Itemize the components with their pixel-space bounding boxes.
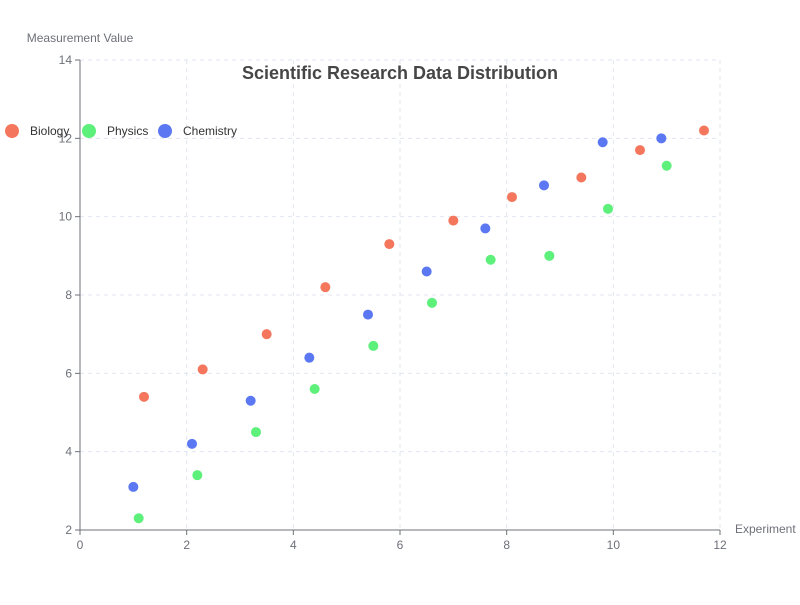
y-tick-label: 6 — [65, 366, 72, 380]
x-axis-label: Experiment — [735, 522, 796, 536]
data-point[interactable] — [448, 215, 459, 226]
legend-marker — [82, 124, 96, 138]
data-point[interactable] — [363, 309, 373, 320]
data-point[interactable] — [421, 266, 432, 277]
data-point[interactable] — [427, 297, 437, 308]
data-point[interactable] — [304, 352, 315, 363]
x-tick-label: 10 — [607, 538, 621, 552]
y-axis-label: Measurement Value — [27, 31, 134, 45]
legend-label: Physics — [107, 124, 148, 138]
data-point[interactable] — [197, 364, 208, 375]
data-point[interactable] — [507, 192, 517, 203]
data-point[interactable] — [699, 125, 709, 136]
data-point[interactable] — [251, 427, 261, 438]
y-tick-label: 12 — [59, 131, 73, 145]
y-tick-label: 10 — [59, 210, 73, 224]
data-points — [128, 125, 709, 524]
x-tick-label: 0 — [77, 538, 84, 552]
legend-item-biology[interactable]: Biology — [5, 124, 69, 138]
y-tick-label: 4 — [65, 445, 72, 459]
chart-title: Scientific Research Data Distribution — [242, 63, 558, 83]
grid — [80, 59, 721, 530]
data-point[interactable] — [480, 223, 491, 234]
data-point[interactable] — [139, 391, 149, 402]
data-point[interactable] — [485, 254, 496, 265]
legend-label: Chemistry — [183, 124, 237, 138]
data-point[interactable] — [133, 513, 144, 524]
legend-marker — [5, 124, 19, 138]
series-biology — [139, 125, 709, 402]
data-point[interactable] — [187, 438, 197, 449]
y-tick-label: 2 — [65, 523, 72, 537]
legend-marker — [158, 124, 172, 138]
legend-label: Biology — [30, 124, 69, 138]
legend: Biology Physics Chemistry — [5, 124, 237, 138]
data-point[interactable] — [603, 203, 613, 214]
legend-item-chemistry[interactable]: Chemistry — [158, 124, 237, 138]
data-point[interactable] — [320, 282, 331, 293]
data-point[interactable] — [368, 340, 379, 351]
series-chemistry — [128, 133, 667, 492]
data-point[interactable] — [635, 145, 645, 156]
y-tick-label: 8 — [65, 288, 72, 302]
x-tick-label: 4 — [290, 538, 297, 552]
series-physics — [133, 160, 672, 524]
data-point[interactable] — [384, 239, 395, 250]
x-tick-label: 6 — [397, 538, 404, 552]
data-point[interactable] — [576, 172, 587, 183]
data-point[interactable] — [539, 180, 549, 191]
data-point[interactable] — [261, 329, 272, 340]
legend-item-physics[interactable]: Physics — [82, 124, 148, 138]
data-point[interactable] — [309, 384, 320, 394]
x-tick-label: 12 — [713, 538, 727, 552]
data-point[interactable] — [544, 250, 555, 261]
data-point[interactable] — [661, 160, 672, 171]
data-point[interactable] — [128, 481, 139, 492]
data-point[interactable] — [192, 470, 203, 481]
x-tick-label: 8 — [503, 538, 510, 552]
data-point[interactable] — [597, 137, 608, 148]
y-tick-label: 14 — [59, 53, 73, 67]
data-point[interactable] — [656, 133, 667, 144]
data-point[interactable] — [245, 395, 256, 406]
x-tick-label: 2 — [183, 538, 190, 552]
